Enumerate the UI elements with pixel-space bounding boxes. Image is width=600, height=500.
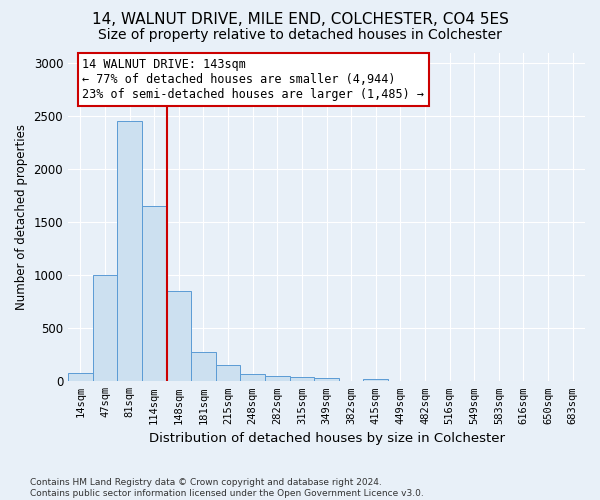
Bar bbox=[364, 378, 388, 382]
Text: 14, WALNUT DRIVE, MILE END, COLCHESTER, CO4 5ES: 14, WALNUT DRIVE, MILE END, COLCHESTER, … bbox=[92, 12, 508, 28]
Bar bbox=[241, 374, 265, 382]
Bar bbox=[142, 206, 167, 382]
Bar bbox=[191, 352, 216, 382]
Bar bbox=[265, 376, 290, 382]
Bar bbox=[314, 378, 339, 382]
Text: Contains HM Land Registry data © Crown copyright and database right 2024.
Contai: Contains HM Land Registry data © Crown c… bbox=[30, 478, 424, 498]
Bar bbox=[92, 275, 117, 382]
Bar bbox=[117, 122, 142, 382]
Y-axis label: Number of detached properties: Number of detached properties bbox=[15, 124, 28, 310]
Bar bbox=[290, 377, 314, 382]
Bar bbox=[68, 374, 92, 382]
Text: 14 WALNUT DRIVE: 143sqm
← 77% of detached houses are smaller (4,944)
23% of semi: 14 WALNUT DRIVE: 143sqm ← 77% of detache… bbox=[82, 58, 424, 101]
Bar bbox=[167, 291, 191, 382]
X-axis label: Distribution of detached houses by size in Colchester: Distribution of detached houses by size … bbox=[149, 432, 505, 445]
Bar bbox=[216, 366, 241, 382]
Text: Size of property relative to detached houses in Colchester: Size of property relative to detached ho… bbox=[98, 28, 502, 42]
